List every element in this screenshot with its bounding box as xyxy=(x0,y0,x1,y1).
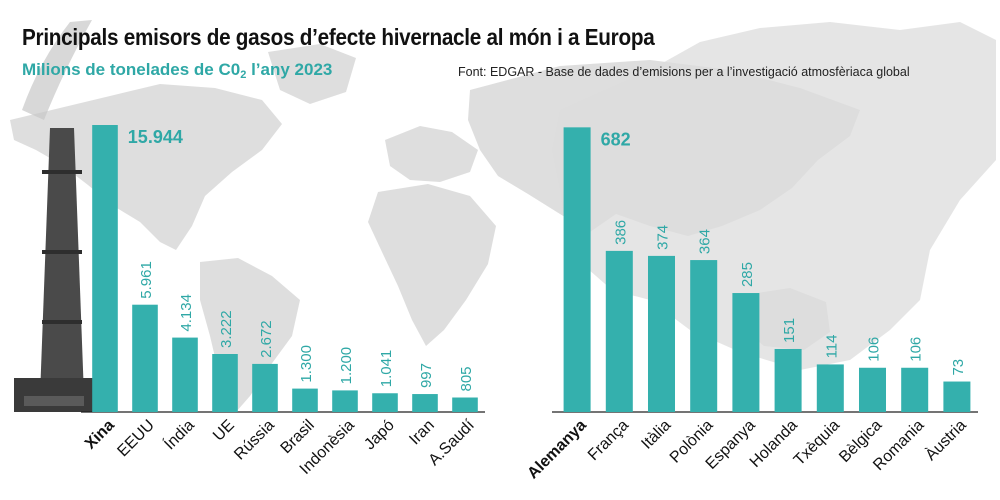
chimney-ring xyxy=(42,320,82,324)
chart-title: Principals emisors de gasos d’efecte hiv… xyxy=(22,24,655,50)
category-label: França xyxy=(585,417,632,464)
data-label: 5.961 xyxy=(138,261,155,299)
category-label: A.Saudí xyxy=(426,416,479,469)
bar xyxy=(816,364,844,412)
category-label: Àustria xyxy=(921,415,970,464)
bar xyxy=(732,293,760,412)
bar xyxy=(690,260,718,412)
data-label: 805 xyxy=(458,366,475,391)
data-label: 106 xyxy=(866,337,883,362)
subtitle-year: l’any 2023 xyxy=(246,60,333,79)
data-label: 73 xyxy=(950,359,967,376)
data-label: 114 xyxy=(823,334,840,358)
source-note: Font: EDGAR - Base de dades d’emisions p… xyxy=(458,65,910,79)
data-label: 374 xyxy=(655,225,672,250)
chimney-stack xyxy=(40,128,84,396)
category-label: Índia xyxy=(160,415,198,453)
greenland-shape xyxy=(268,44,356,104)
category-label: Xina xyxy=(82,417,118,453)
category-label: Holanda xyxy=(747,417,801,471)
factory-roof xyxy=(24,396,84,406)
bar xyxy=(332,390,358,412)
category-label: Japó xyxy=(361,417,398,454)
bar xyxy=(412,394,438,412)
europe-shape xyxy=(385,126,478,182)
bar xyxy=(647,255,676,412)
bar xyxy=(452,397,478,412)
data-label: 285 xyxy=(739,262,756,287)
bar xyxy=(774,348,802,412)
factory-building xyxy=(14,378,104,412)
data-label: 2.672 xyxy=(258,320,275,358)
smokestack-chimney-image xyxy=(14,20,104,412)
data-label: 3.222 xyxy=(218,310,235,348)
data-label: 1.041 xyxy=(378,350,395,388)
bar xyxy=(605,250,633,412)
subtitle-subscript: 2 xyxy=(240,69,247,81)
bar xyxy=(372,393,398,412)
data-label: 1.200 xyxy=(338,347,355,385)
smoke-plume xyxy=(22,20,92,120)
chart-subtitle: Milions de tonelades de C02 l’any 2023 xyxy=(22,60,332,81)
chimney-ring xyxy=(42,250,82,254)
bar xyxy=(858,367,887,412)
data-label: 682 xyxy=(601,129,631,149)
data-label: 151 xyxy=(781,318,798,343)
bar xyxy=(901,367,929,412)
category-label: Iran xyxy=(406,417,438,449)
category-label: Alemanya xyxy=(524,417,590,483)
category-label: Itàlia xyxy=(638,417,674,453)
bar xyxy=(943,381,971,412)
category-label: UE xyxy=(210,417,238,445)
category-label: Rússia xyxy=(231,417,278,464)
bar xyxy=(252,363,278,412)
bar xyxy=(132,304,158,412)
africa-shape xyxy=(368,184,496,346)
data-label: 1.300 xyxy=(298,345,315,383)
bar xyxy=(212,354,238,412)
category-label: Txèquia xyxy=(791,417,843,469)
bar xyxy=(292,388,318,412)
north-america-shape xyxy=(10,84,282,250)
bar xyxy=(563,127,591,413)
bar xyxy=(172,337,198,412)
category-label: EEUU xyxy=(114,417,157,460)
data-label: 106 xyxy=(908,337,925,362)
data-label: 364 xyxy=(697,229,714,254)
data-label: 4.134 xyxy=(178,294,195,332)
subtitle-text: Milions de tonelades de C0 xyxy=(22,60,241,79)
data-label: 15.944 xyxy=(128,127,183,147)
data-label: 997 xyxy=(418,363,435,388)
bar xyxy=(92,125,118,413)
data-label: 386 xyxy=(612,220,629,245)
chimney-ring xyxy=(42,170,82,174)
